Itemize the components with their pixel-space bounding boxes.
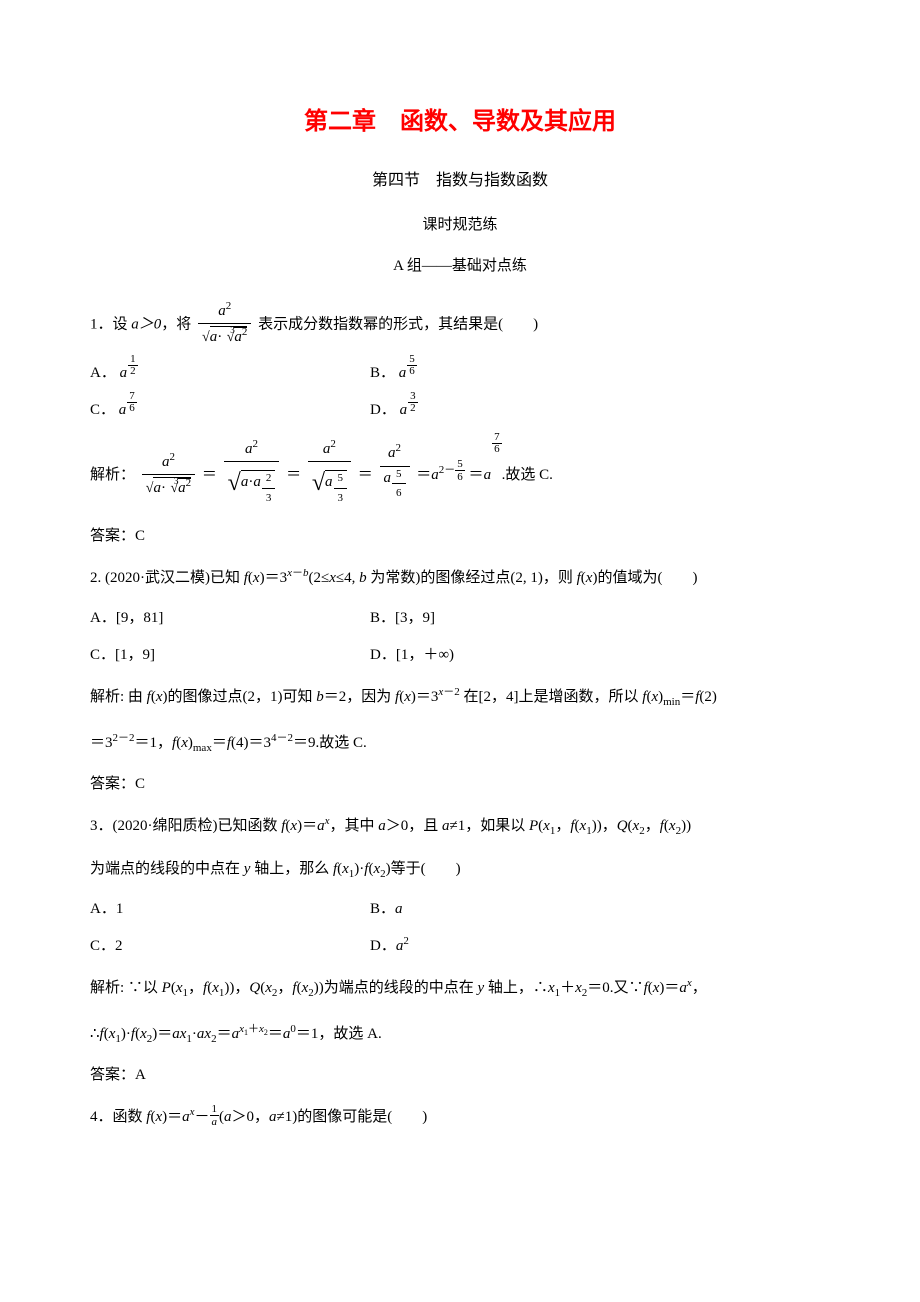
q3-stem-2: 为端点的线段的中点在 y 轴上，那么 f(x1)·f(x2)等于( )	[90, 853, 830, 886]
q4-prefix: 4．函数 f(x)＝ax－	[90, 1109, 210, 1125]
q1-optC: C． a76	[90, 397, 370, 424]
q1-optB: B． a56	[370, 360, 830, 387]
q3-stem-1: 3．(2020·绵阳质检)已知函数 f(x)＝ax，其中 a＞0，且 a≠1，如…	[90, 810, 830, 843]
q1-mid: ，将	[161, 316, 191, 332]
q3-answer: 答案：A	[90, 1062, 830, 1089]
q1-sol-tail: .故选 C.	[502, 467, 553, 483]
q4-tail: (a＞0，a≠1)的图像可能是( )	[219, 1109, 427, 1125]
chapter-title: 第二章 函数、导数及其应用	[90, 100, 830, 143]
q1-optC-base: a	[119, 402, 127, 418]
question-3: 3．(2020·绵阳质检)已知函数 f(x)＝ax，其中 a＞0，且 a≠1，如…	[90, 810, 830, 1089]
q2-solution-2: ＝32－2＝1，f(x)max＝f(4)＝34－2＝9.故选 C.	[90, 725, 830, 761]
q4-stem: 4．函数 f(x)＝ax－1a(a＞0，a≠1)的图像可能是( )	[90, 1101, 830, 1134]
q1-optB-label: B．	[370, 365, 395, 381]
q1-solution: 解析： a2 √a·3√a2 ＝ a2 √a·a23 ＝ a2 √a53 ＝ a…	[90, 438, 830, 513]
q4-frac: 1a	[210, 1103, 220, 1128]
q3-solution-2: ∴f(x1)·f(x2)＝ax1·ax2＝ax1＋x2＝a0＝1，故选 A.	[90, 1016, 830, 1052]
q2-optC: C．[1，9]	[90, 642, 370, 669]
group-label: A 组——基础对点练	[90, 253, 830, 280]
q1-prefix: 1．设	[90, 316, 131, 332]
q2-optA: A．[9，81]	[90, 605, 370, 632]
q1-optD: D． a32	[370, 397, 830, 424]
question-4: 4．函数 f(x)＝ax－1a(a＞0，a≠1)的图像可能是( )	[90, 1101, 830, 1134]
q1-optA: A． a12	[90, 360, 370, 387]
q1-cond: a＞0	[131, 316, 161, 332]
q3-optA: A．1	[90, 896, 370, 923]
q1-optA-label: A．	[90, 365, 116, 381]
q2-optD: D．[1，＋∞)	[370, 642, 830, 669]
q2-options-row1: A．[9，81] B．[3，9]	[90, 605, 830, 632]
q2-solution-1: 解析: 由 f(x)的图像过点(2，1)可知 b＝2，因为 f(x)＝3x－2 …	[90, 679, 830, 715]
q1-optD-base: a	[400, 402, 408, 418]
q1-options-row1: A． a12 B． a56	[90, 360, 830, 387]
q3-optD: D．a2	[370, 933, 830, 960]
question-2: 2. (2020·武汉二模)已知 f(x)＝3x－b(2≤x≤4, b 为常数)…	[90, 562, 830, 798]
q1-optB-base: a	[399, 365, 407, 381]
q2-optB: B．[3，9]	[370, 605, 830, 632]
q2-answer: 答案：C	[90, 771, 830, 798]
q1-expression: a2 √a·3√a2	[198, 300, 251, 350]
question-1: 1．设 a＞0，将 a2 √a·3√a2 表示成分数指数幂的形式，其结果是( )…	[90, 300, 830, 550]
q3-solution-1: 解析: ∵以 P(x1，f(x1))，Q(x2，f(x2))为端点的线段的中点在…	[90, 970, 830, 1006]
q1-optD-label: D．	[370, 402, 396, 418]
q1-options-row2: C． a76 D． a32	[90, 397, 830, 424]
q1-answer: 答案：C	[90, 523, 830, 550]
q3-optB: B．a	[370, 896, 830, 923]
q1-optA-base: a	[120, 365, 128, 381]
q3-options-row1: A．1 B．a	[90, 896, 830, 923]
q1-tail: 表示成分数指数幂的形式，其结果是( )	[258, 316, 538, 332]
q1-optC-label: C．	[90, 402, 115, 418]
q1-stem: 1．设 a＞0，将 a2 √a·3√a2 表示成分数指数幂的形式，其结果是( )	[90, 300, 830, 350]
section-title: 第四节 指数与指数函数	[90, 167, 830, 196]
q1-sol-prefix: 解析：	[90, 467, 135, 483]
q3-options-row2: C．2 D．a2	[90, 933, 830, 960]
q2-options-row2: C．[1，9] D．[1，＋∞)	[90, 642, 830, 669]
q2-stem: 2. (2020·武汉二模)已知 f(x)＝3x－b(2≤x≤4, b 为常数)…	[90, 562, 830, 595]
practice-subtitle: 课时规范练	[90, 212, 830, 239]
q3-optC: C．2	[90, 933, 370, 960]
